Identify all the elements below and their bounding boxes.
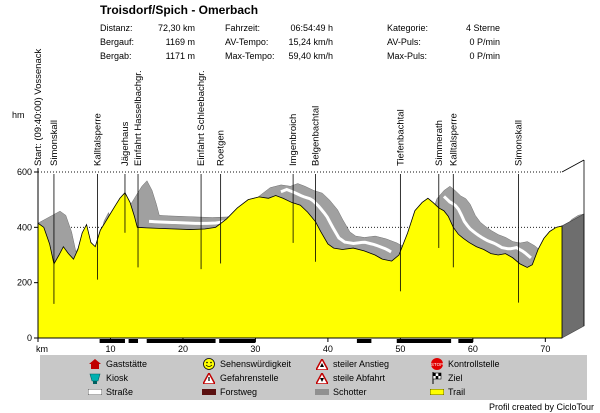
legend-item: Ziel xyxy=(430,372,463,384)
legend-item: Forstweg xyxy=(202,387,257,397)
waypoint-label: Einfahrt Schleebachgr. xyxy=(196,70,207,166)
waypoint-label: Start: (09:40:00) Vossenack xyxy=(33,49,44,166)
y-tick-label: 0 xyxy=(27,333,32,343)
frame-line xyxy=(561,159,585,173)
stat-label: Max-Tempo: xyxy=(225,51,275,61)
y-tick-label: 600 xyxy=(17,167,32,177)
legend-label: Trail xyxy=(448,387,466,397)
warning-up-icon xyxy=(315,358,329,370)
gravel-swatch-icon xyxy=(315,387,329,397)
profile-side xyxy=(561,213,585,339)
stop-icon: STOP xyxy=(430,358,444,370)
waypoint-label: Simonskall xyxy=(49,120,60,166)
stat-value: 59,40 km/h xyxy=(288,51,333,61)
credit: Profil created by CicloTour xyxy=(488,402,594,412)
legend-item: STOP Kontrollstelle xyxy=(430,358,500,370)
stat-label: AV-Tempo: xyxy=(225,37,269,47)
x-tick-label: 30 xyxy=(250,344,260,354)
surface-bar xyxy=(99,339,125,343)
legend-label: Schotter xyxy=(333,387,367,397)
x-tick-label: 20 xyxy=(178,344,188,354)
legend-item: steile Abfahrt xyxy=(315,372,386,384)
y-axis-label: hm xyxy=(12,110,25,120)
x-tick-label: 10 xyxy=(105,344,115,354)
waypoint-label: Tiefenbachtal xyxy=(395,109,406,166)
legend-item: Gefahrenstelle xyxy=(202,372,279,384)
surface-bar xyxy=(396,339,452,343)
svg-text:STOP: STOP xyxy=(431,362,443,367)
legend-item: Gaststätte xyxy=(88,359,147,369)
legend-label: Ziel xyxy=(448,373,463,383)
house-icon xyxy=(88,359,102,369)
legend-label: steiler Anstieg xyxy=(333,359,390,369)
waypoint-label: Simmerath xyxy=(434,120,445,166)
legend-label: steile Abfahrt xyxy=(333,373,386,383)
stat-label: Bergab: xyxy=(100,51,132,61)
x-axis-label: km xyxy=(36,344,48,354)
legend-label: Straße xyxy=(106,387,134,397)
legend-item: Sehenswürdigkeit xyxy=(202,358,292,370)
legend-label: Kiosk xyxy=(106,373,129,383)
stat-label: Bergauf: xyxy=(100,37,135,47)
legend-label: Sehenswürdigkeit xyxy=(220,359,292,369)
legend-label: Forstweg xyxy=(220,387,258,397)
waypoint-label: Kalltalsperre xyxy=(92,113,103,166)
stat-value: 06:54:49 h xyxy=(290,23,333,33)
waypoint-label: Imgenbroich xyxy=(288,114,299,166)
stat-value: 1169 m xyxy=(165,37,195,47)
stat-value: 72,30 km xyxy=(157,23,195,33)
waypoint-label: Belgenbachtal xyxy=(311,106,322,166)
y-tick-label: 200 xyxy=(17,278,32,288)
warning-down-icon xyxy=(315,372,329,384)
legend: Gaststätte Sehenswürdigkeit steiler Anstie… xyxy=(40,355,587,400)
road-stripe xyxy=(280,187,392,254)
stat-label: AV-Puls: xyxy=(387,37,421,47)
waypoint-label: Jägerhaus xyxy=(120,121,131,166)
legend-item: Kiosk xyxy=(88,373,129,384)
stat-value: 0 P/min xyxy=(469,37,500,47)
waypoint-label: Roetgen xyxy=(216,130,227,166)
profile-area xyxy=(37,192,563,339)
waypoint-label: Kalltalsperre xyxy=(448,113,459,166)
stat-value: 15,24 km/h xyxy=(288,37,333,47)
stat-value: 4 Sterne xyxy=(465,23,500,33)
surface-bar xyxy=(458,339,473,343)
danger-icon xyxy=(202,372,216,384)
forest-swatch-icon xyxy=(202,387,216,397)
surface-bar xyxy=(146,339,216,343)
stat-label: Kategorie: xyxy=(387,23,429,33)
legend-label: Gaststätte xyxy=(106,359,148,369)
waypoint-label: Einfahrt Hasselbachgr. xyxy=(133,70,144,166)
trail-swatch-icon xyxy=(430,387,444,397)
flag-icon xyxy=(430,372,444,384)
y-tick-label: 400 xyxy=(17,222,32,232)
legend-item: Straße xyxy=(88,387,133,397)
stat-value: 0 P/min xyxy=(469,51,500,61)
x-tick-label: 40 xyxy=(323,344,333,354)
surface-bar xyxy=(128,339,139,343)
x-tick-label: 70 xyxy=(540,344,550,354)
cup-icon xyxy=(88,373,102,384)
stat-label: Fahrzeit: xyxy=(225,23,261,33)
waypoint-label: Simonskall xyxy=(514,120,525,166)
legend-label: Kontrollstelle xyxy=(448,359,500,369)
x-tick-label: 50 xyxy=(395,344,405,354)
surface-bar xyxy=(356,339,372,343)
stat-label: Distanz: xyxy=(100,23,133,33)
chart-title: Troisdorf/Spich - Omerbach xyxy=(100,3,259,17)
legend-item: steiler Anstieg xyxy=(315,358,390,370)
road-stripe xyxy=(442,195,532,260)
surface-bar xyxy=(219,339,256,343)
x-tick-label: 60 xyxy=(468,344,478,354)
smiley-icon xyxy=(202,358,216,370)
road-swatch-icon xyxy=(88,387,102,397)
surface-bar-bg xyxy=(38,339,562,343)
legend-item: Trail xyxy=(430,387,465,397)
stat-label: Max-Puls: xyxy=(387,51,428,61)
stat-value: 1171 m xyxy=(165,51,195,61)
road-stripe xyxy=(148,219,225,226)
legend-label: Gefahrenstelle xyxy=(220,373,279,383)
legend-item: Schotter xyxy=(315,387,367,397)
